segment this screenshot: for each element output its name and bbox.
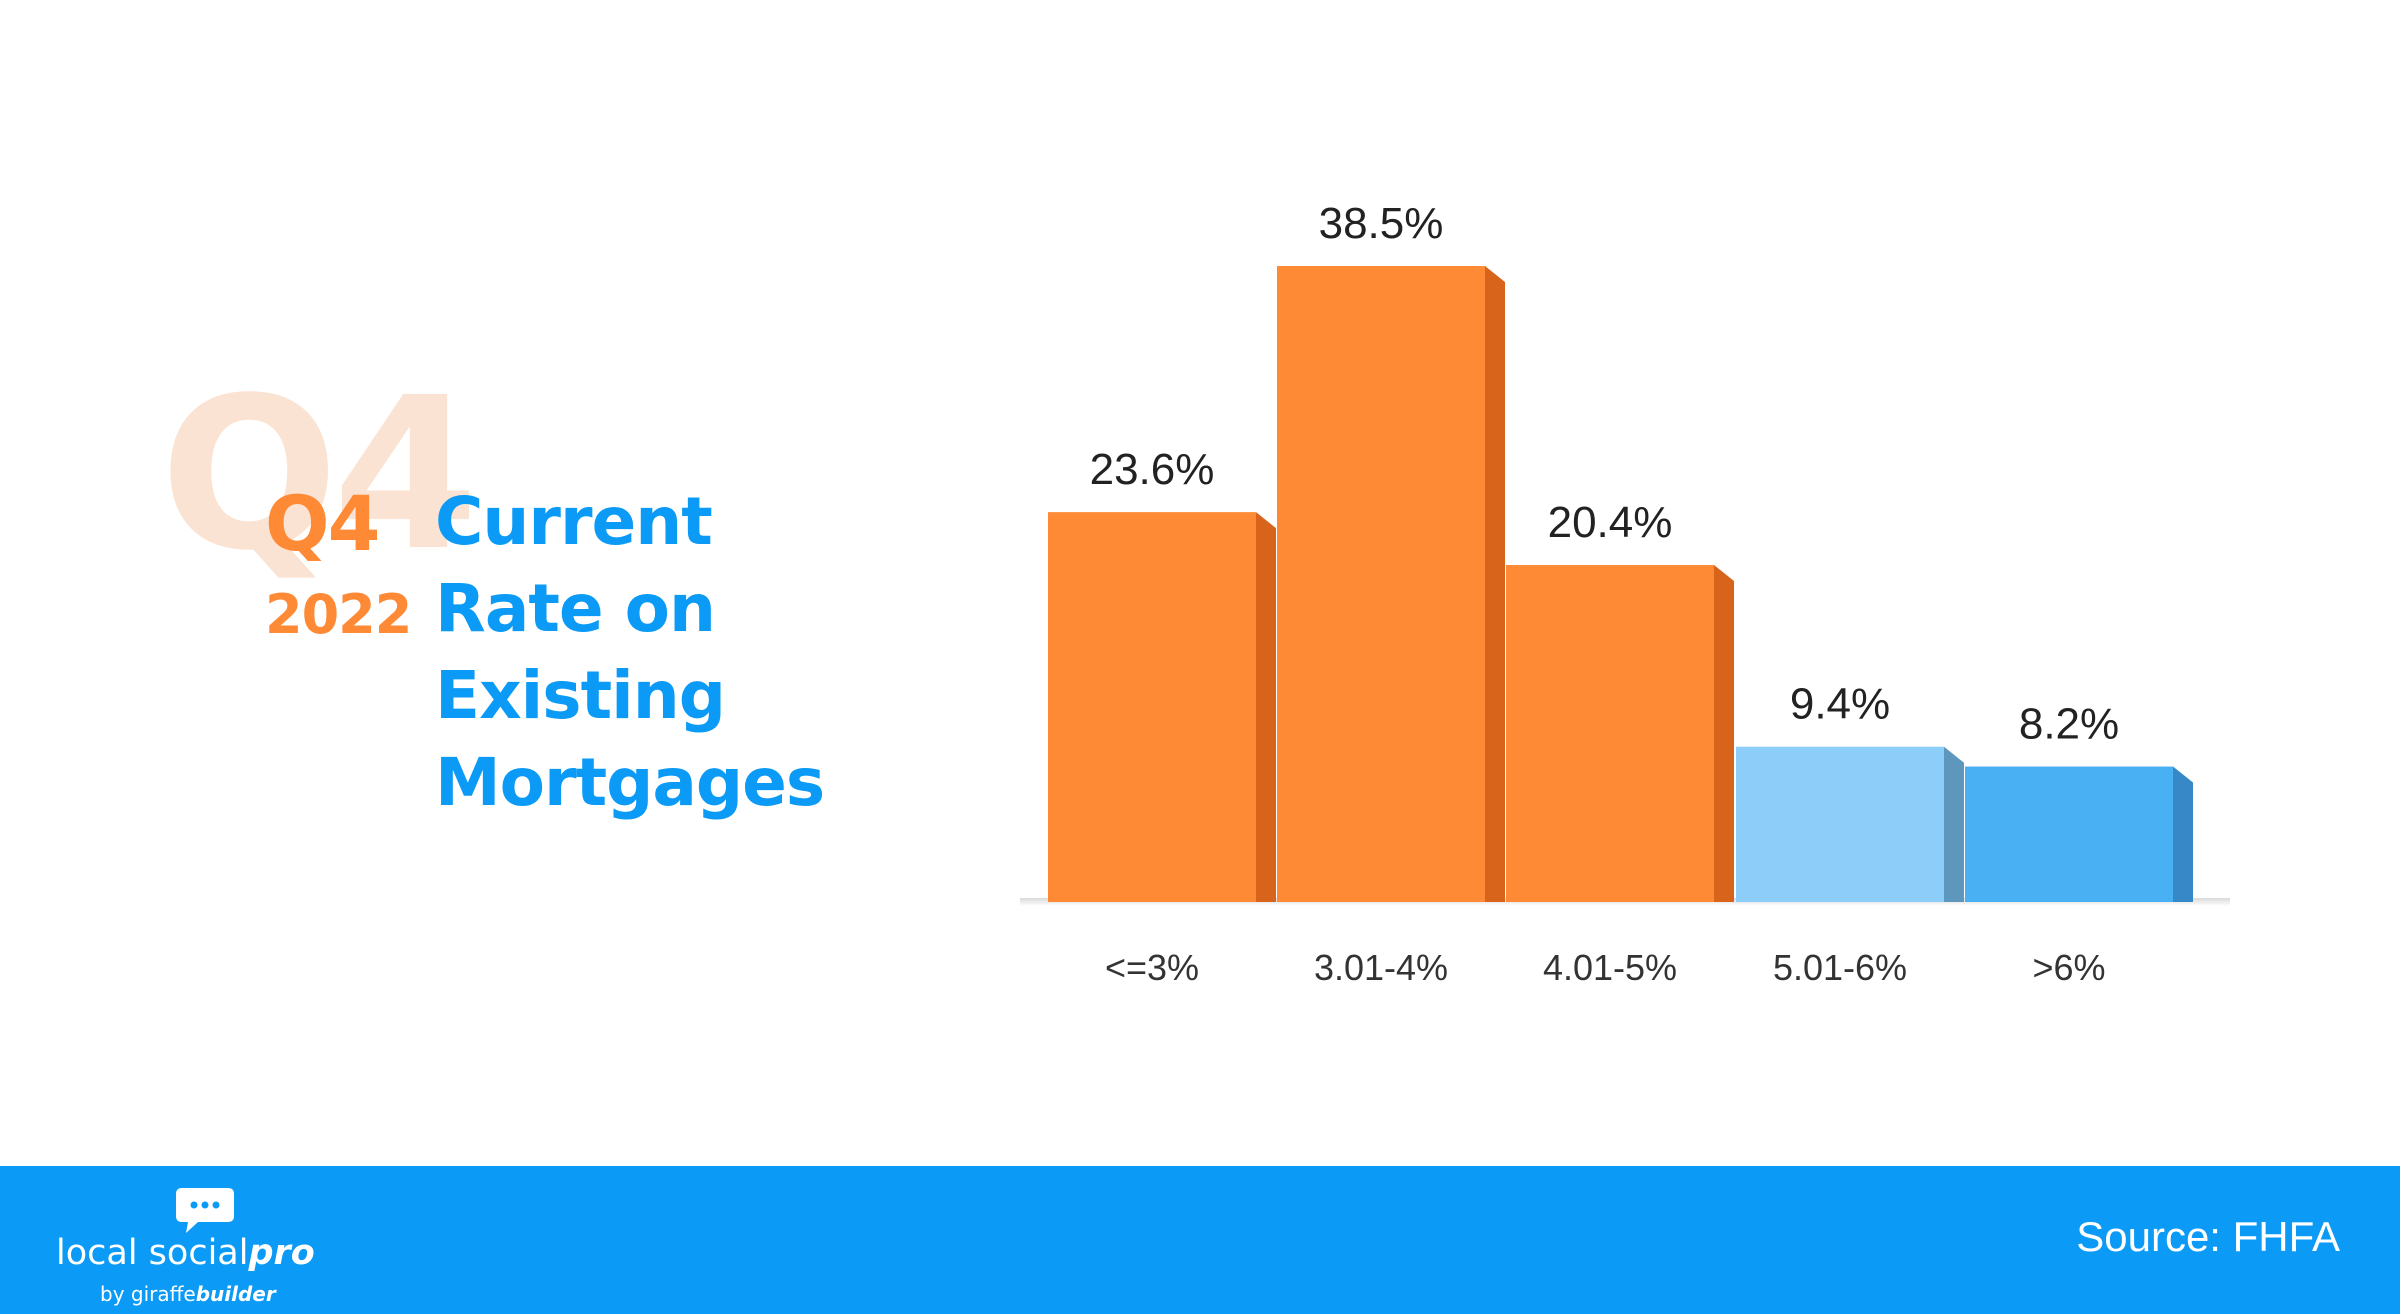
brand-byline-text: by giraffe: [100, 1282, 196, 1306]
bar-value-label: 20.4%: [1548, 498, 1673, 547]
chart-title: Current Rate on Existing Mortgages: [435, 478, 825, 826]
bar-value-label: 38.5%: [1319, 199, 1444, 248]
bar-side: [1714, 565, 1734, 902]
bar-face: [1965, 766, 2173, 902]
bar: [1736, 746, 1964, 902]
x-tick-label: 4.01-5%: [1543, 947, 1677, 988]
bar-face: [1506, 565, 1714, 902]
chat-bubble-icon: [176, 1188, 234, 1233]
x-tick-label: 3.01-4%: [1314, 947, 1448, 988]
bar-value-label: 23.6%: [1090, 445, 1215, 494]
bar-side: [1485, 266, 1505, 902]
title-line-3: Existing: [435, 657, 726, 734]
q4-watermark: Q4: [160, 352, 479, 597]
bar-chart: 23.6% <=3% 38.5% 3.01-4% 20.4% 4.01-5% 9.4% 5.0…: [1020, 199, 2230, 988]
bar-face: [1736, 746, 1944, 902]
bar-value-label: 8.2%: [2019, 700, 2119, 749]
bar: [1048, 512, 1276, 902]
x-tick-label: >6%: [2032, 947, 2105, 988]
source-label: Source: FHFA: [2076, 1213, 2340, 1260]
bars: 23.6% <=3% 38.5% 3.01-4% 20.4% 4.01-5% 9.4% 5.0…: [1048, 199, 2193, 988]
brand-byline: by giraffebuilder: [100, 1284, 276, 1304]
bar: [1506, 565, 1734, 902]
title-line-1: Current: [435, 483, 713, 560]
brand-name-text: local social: [56, 1233, 249, 1273]
bar-face: [1048, 512, 1256, 902]
brand-logo: local socialpro by giraffebuilder: [56, 1184, 356, 1304]
title-line-2: Rate on: [435, 570, 716, 647]
bar-value-label: 9.4%: [1790, 680, 1890, 729]
bar: [1277, 266, 1505, 902]
x-tick-label: <=3%: [1105, 947, 1199, 988]
bar-face: [1277, 266, 1485, 902]
quarter-label: Q4: [265, 479, 380, 568]
bar-side: [2173, 766, 2193, 902]
bar-side: [1944, 746, 1964, 902]
brand-byline-builder: builder: [195, 1282, 276, 1306]
footer-bar: local socialpro by giraffebuilder Source…: [0, 1166, 2400, 1314]
x-tick-label: 5.01-6%: [1773, 947, 1907, 988]
title-line-4: Mortgages: [435, 744, 825, 821]
brand-name: local socialpro: [56, 1236, 315, 1271]
bar: [1965, 766, 2193, 902]
brand-name-pro: pro: [248, 1233, 315, 1273]
bar-side: [1256, 512, 1276, 902]
title-block: Q4 Q4 2022 Current Rate on Existing Mort…: [160, 370, 920, 840]
year-label: 2022: [265, 583, 412, 646]
